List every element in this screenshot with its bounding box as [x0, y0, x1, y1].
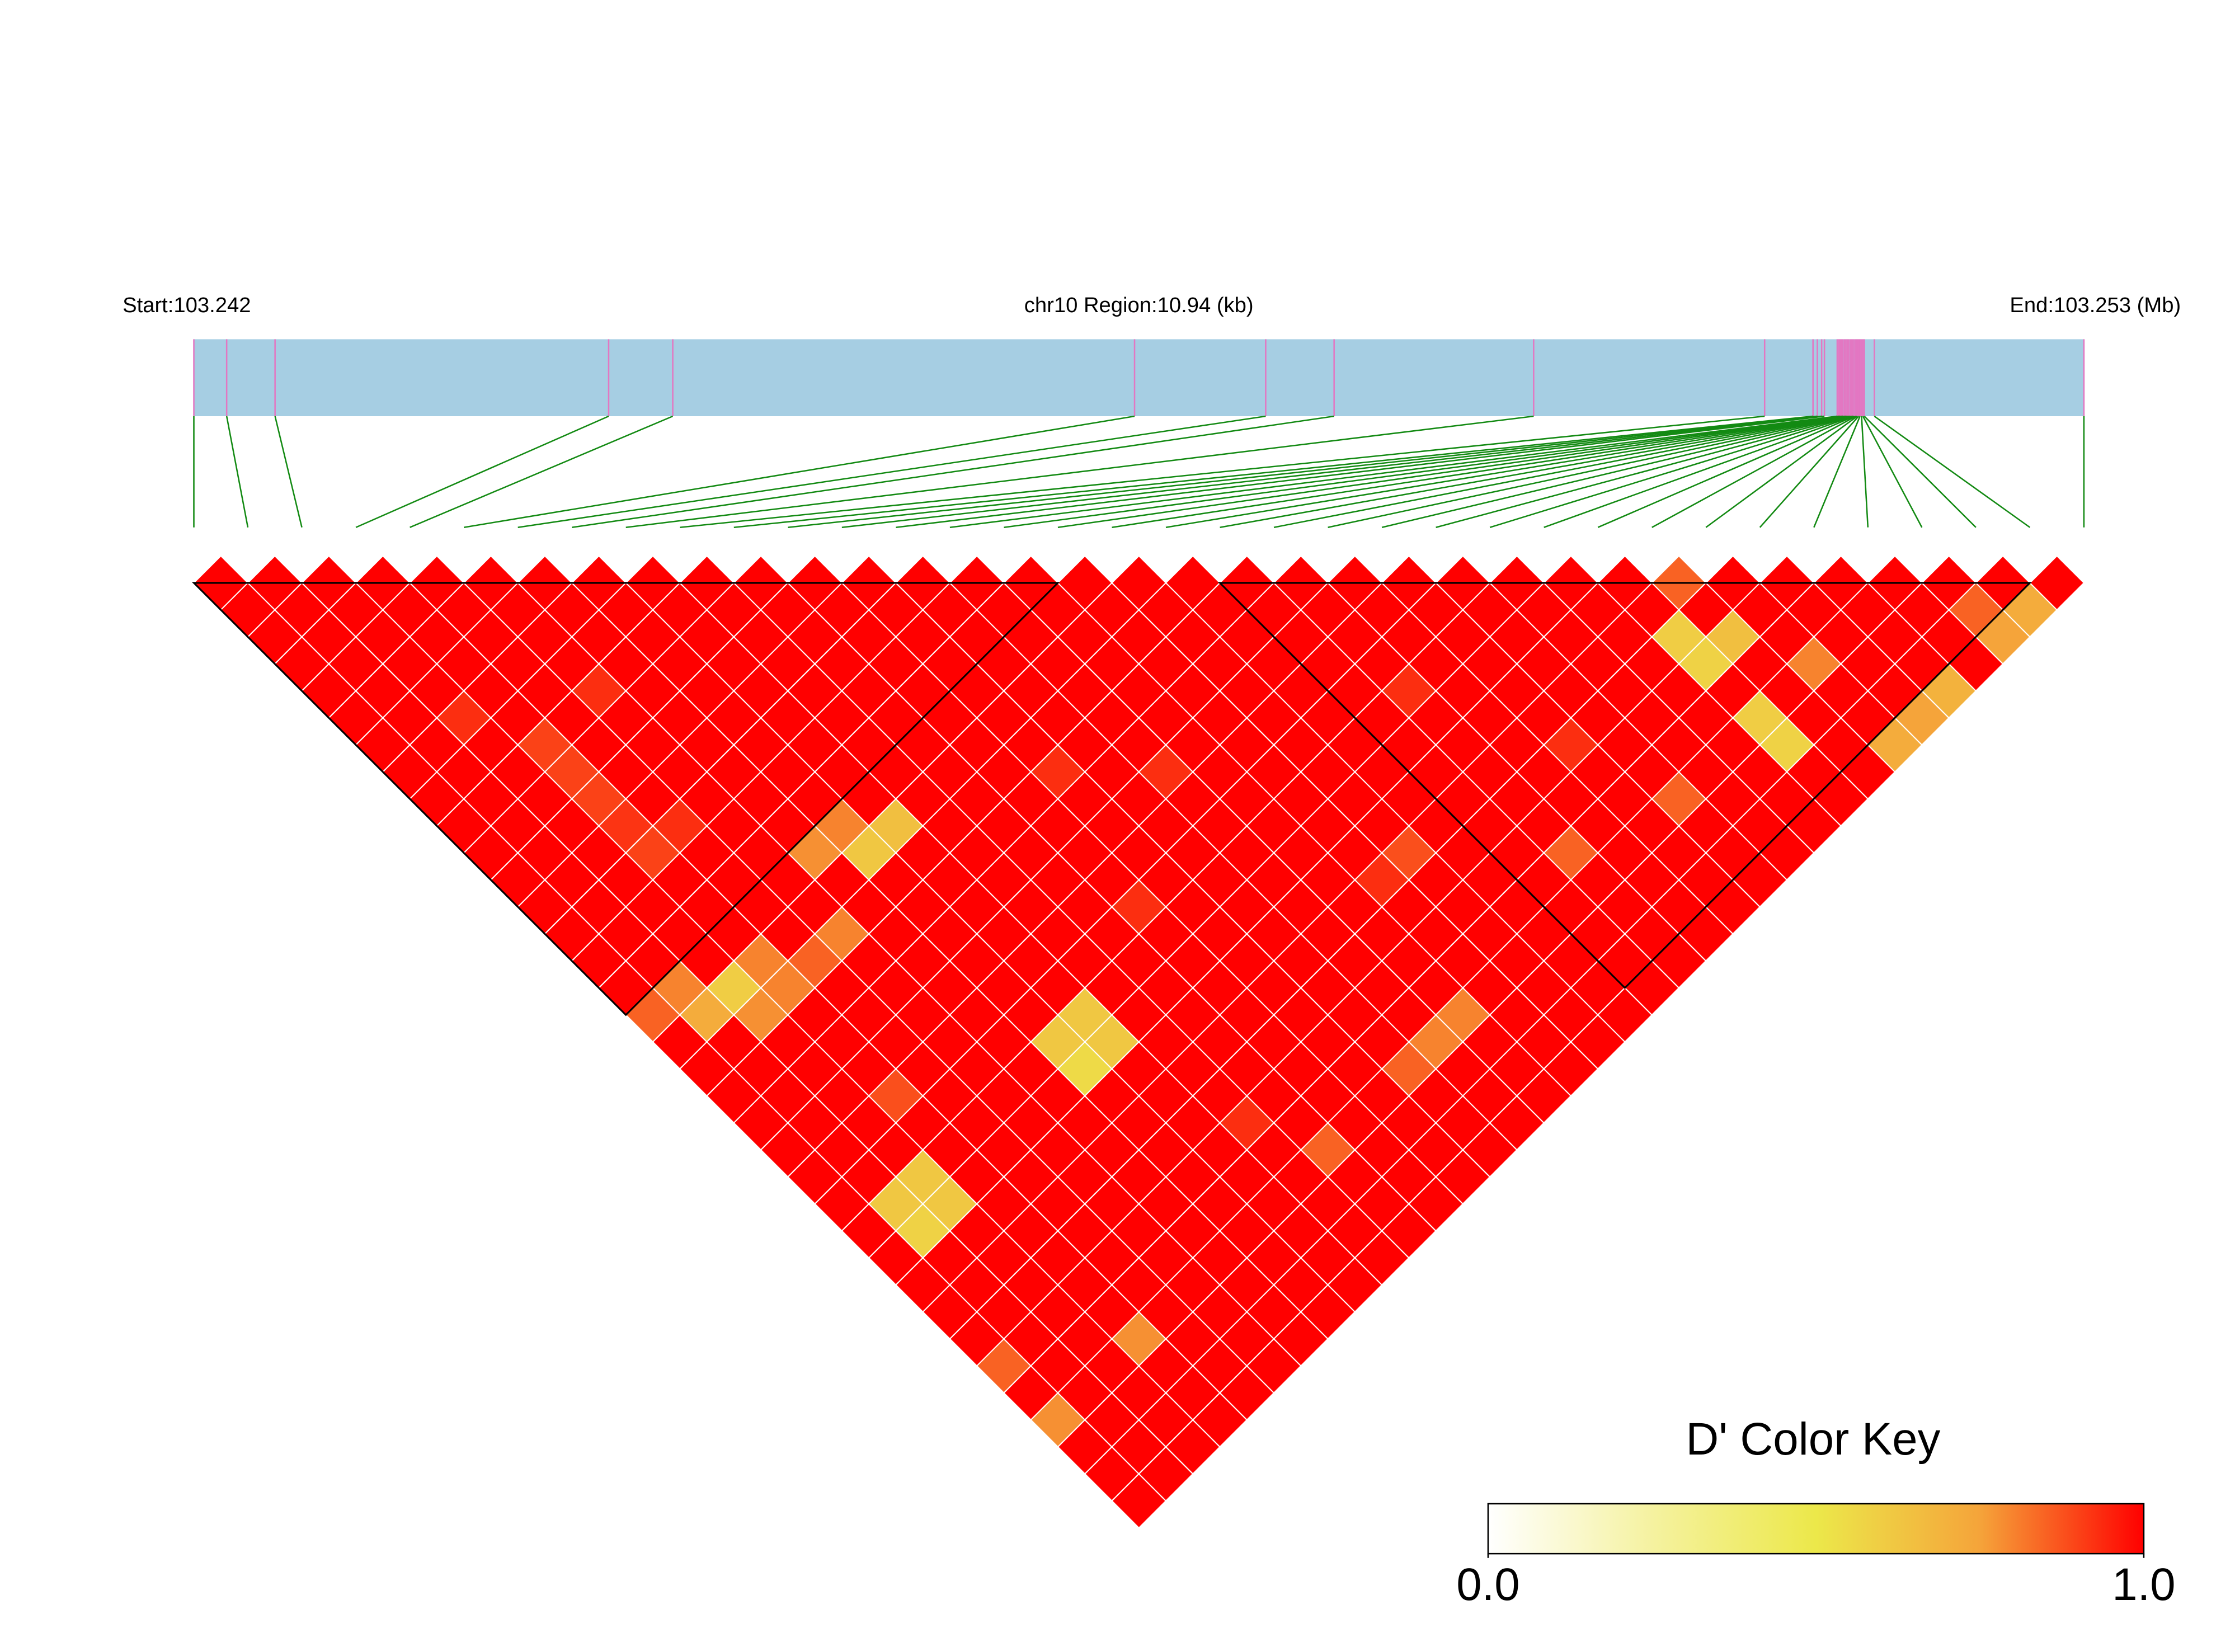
block-outline — [1217, 582, 2032, 990]
snp-connector — [680, 415, 1765, 528]
colorbar-title: D' Color Key — [1686, 1414, 1940, 1465]
snp-connector — [463, 415, 1135, 528]
snp-connector — [733, 415, 1813, 528]
snp-connector — [1597, 415, 1855, 528]
snp-connector — [274, 416, 303, 528]
snp-connector — [1544, 415, 1853, 528]
snp-connector — [949, 415, 1838, 528]
snp-connector — [225, 416, 249, 528]
snp-connector — [1813, 416, 1861, 528]
snp-connector — [1864, 416, 1977, 528]
snp-connector — [1862, 416, 1923, 528]
snp-connector — [355, 415, 609, 528]
snp-connector — [410, 415, 674, 528]
snp-connector — [1165, 415, 1843, 528]
snp-connector — [1651, 415, 1856, 528]
colorbar-tick-label: 0.0 — [1456, 1559, 1519, 1610]
snp-connector — [1705, 415, 1858, 528]
snp-connector — [1861, 416, 1869, 528]
snp-connector — [1112, 415, 1842, 528]
snp-connector — [1220, 415, 1845, 528]
snp-connector — [1328, 415, 1848, 528]
colorbar — [1487, 1503, 2145, 1555]
region-bar — [194, 339, 2084, 416]
snp-connector — [1874, 415, 2031, 528]
snp-connector — [788, 415, 1818, 528]
snp-connector — [1273, 415, 1846, 528]
snp-connector — [1004, 415, 1839, 528]
start-label: Start:103.242 — [123, 293, 251, 317]
snp-connector — [1436, 415, 1851, 528]
snp-connector — [1057, 415, 1841, 528]
block-outline — [191, 582, 1060, 1016]
snp-connector — [625, 415, 1534, 528]
snp-connector — [1381, 415, 1849, 528]
ld-cell — [2029, 555, 2085, 611]
colorbar-tick-label: 1.0 — [2112, 1559, 2175, 1610]
snp-connector — [517, 415, 1266, 528]
region-label: chr10 Region:10.94 (kb) — [1024, 293, 1254, 317]
snp-connector — [572, 415, 1334, 528]
snp-connector — [1489, 415, 1852, 528]
end-label: End:103.253 (Mb) — [2010, 293, 2181, 317]
snp-connector — [841, 415, 1822, 528]
snp-connector — [1759, 416, 1860, 528]
snp-connector — [896, 415, 1825, 528]
